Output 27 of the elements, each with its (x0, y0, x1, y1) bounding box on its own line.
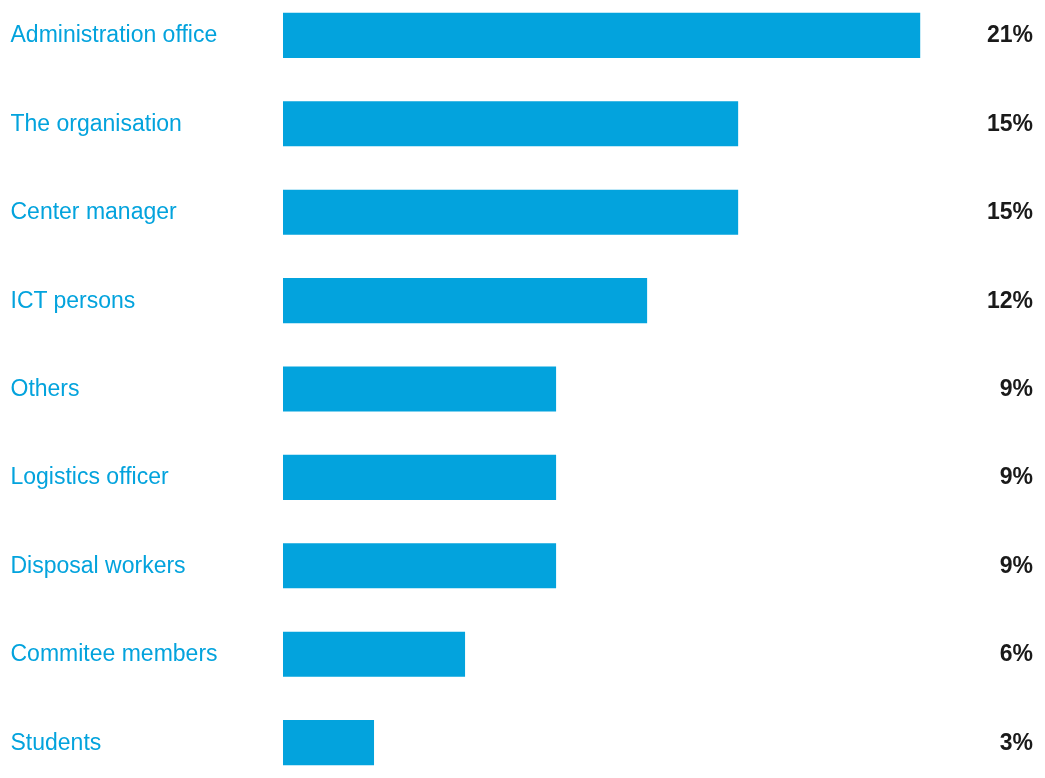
data-label: 9% (999, 551, 1033, 578)
data-label: 3% (999, 728, 1033, 755)
y-tick-label: Administration office (10, 21, 218, 48)
bar (283, 101, 739, 147)
data-label: 15% (986, 109, 1033, 136)
y-tick-label: Disposal workers (10, 551, 186, 578)
y-tick-label: Others (10, 375, 80, 401)
bar (283, 366, 557, 412)
y-tick-label: The organisation (10, 109, 182, 136)
data-label: 21% (986, 21, 1033, 48)
data-label: 15% (986, 198, 1033, 225)
y-tick-label: ICT persons (10, 286, 136, 313)
data-label: 9% (999, 463, 1033, 490)
data-label: 12% (986, 286, 1033, 313)
y-tick-label: Students (10, 728, 102, 755)
bar (283, 720, 375, 766)
bar (283, 543, 557, 589)
y-tick-label: Commitee members (10, 640, 218, 667)
bar (283, 631, 466, 677)
data-label: 6% (999, 640, 1033, 667)
y-tick-label: Center manager (10, 198, 178, 225)
data-label: 9% (999, 375, 1033, 401)
bar (283, 278, 648, 324)
y-tick-label: Logistics officer (10, 463, 169, 490)
bar (283, 454, 557, 500)
bar (283, 12, 921, 58)
bar (283, 189, 739, 235)
